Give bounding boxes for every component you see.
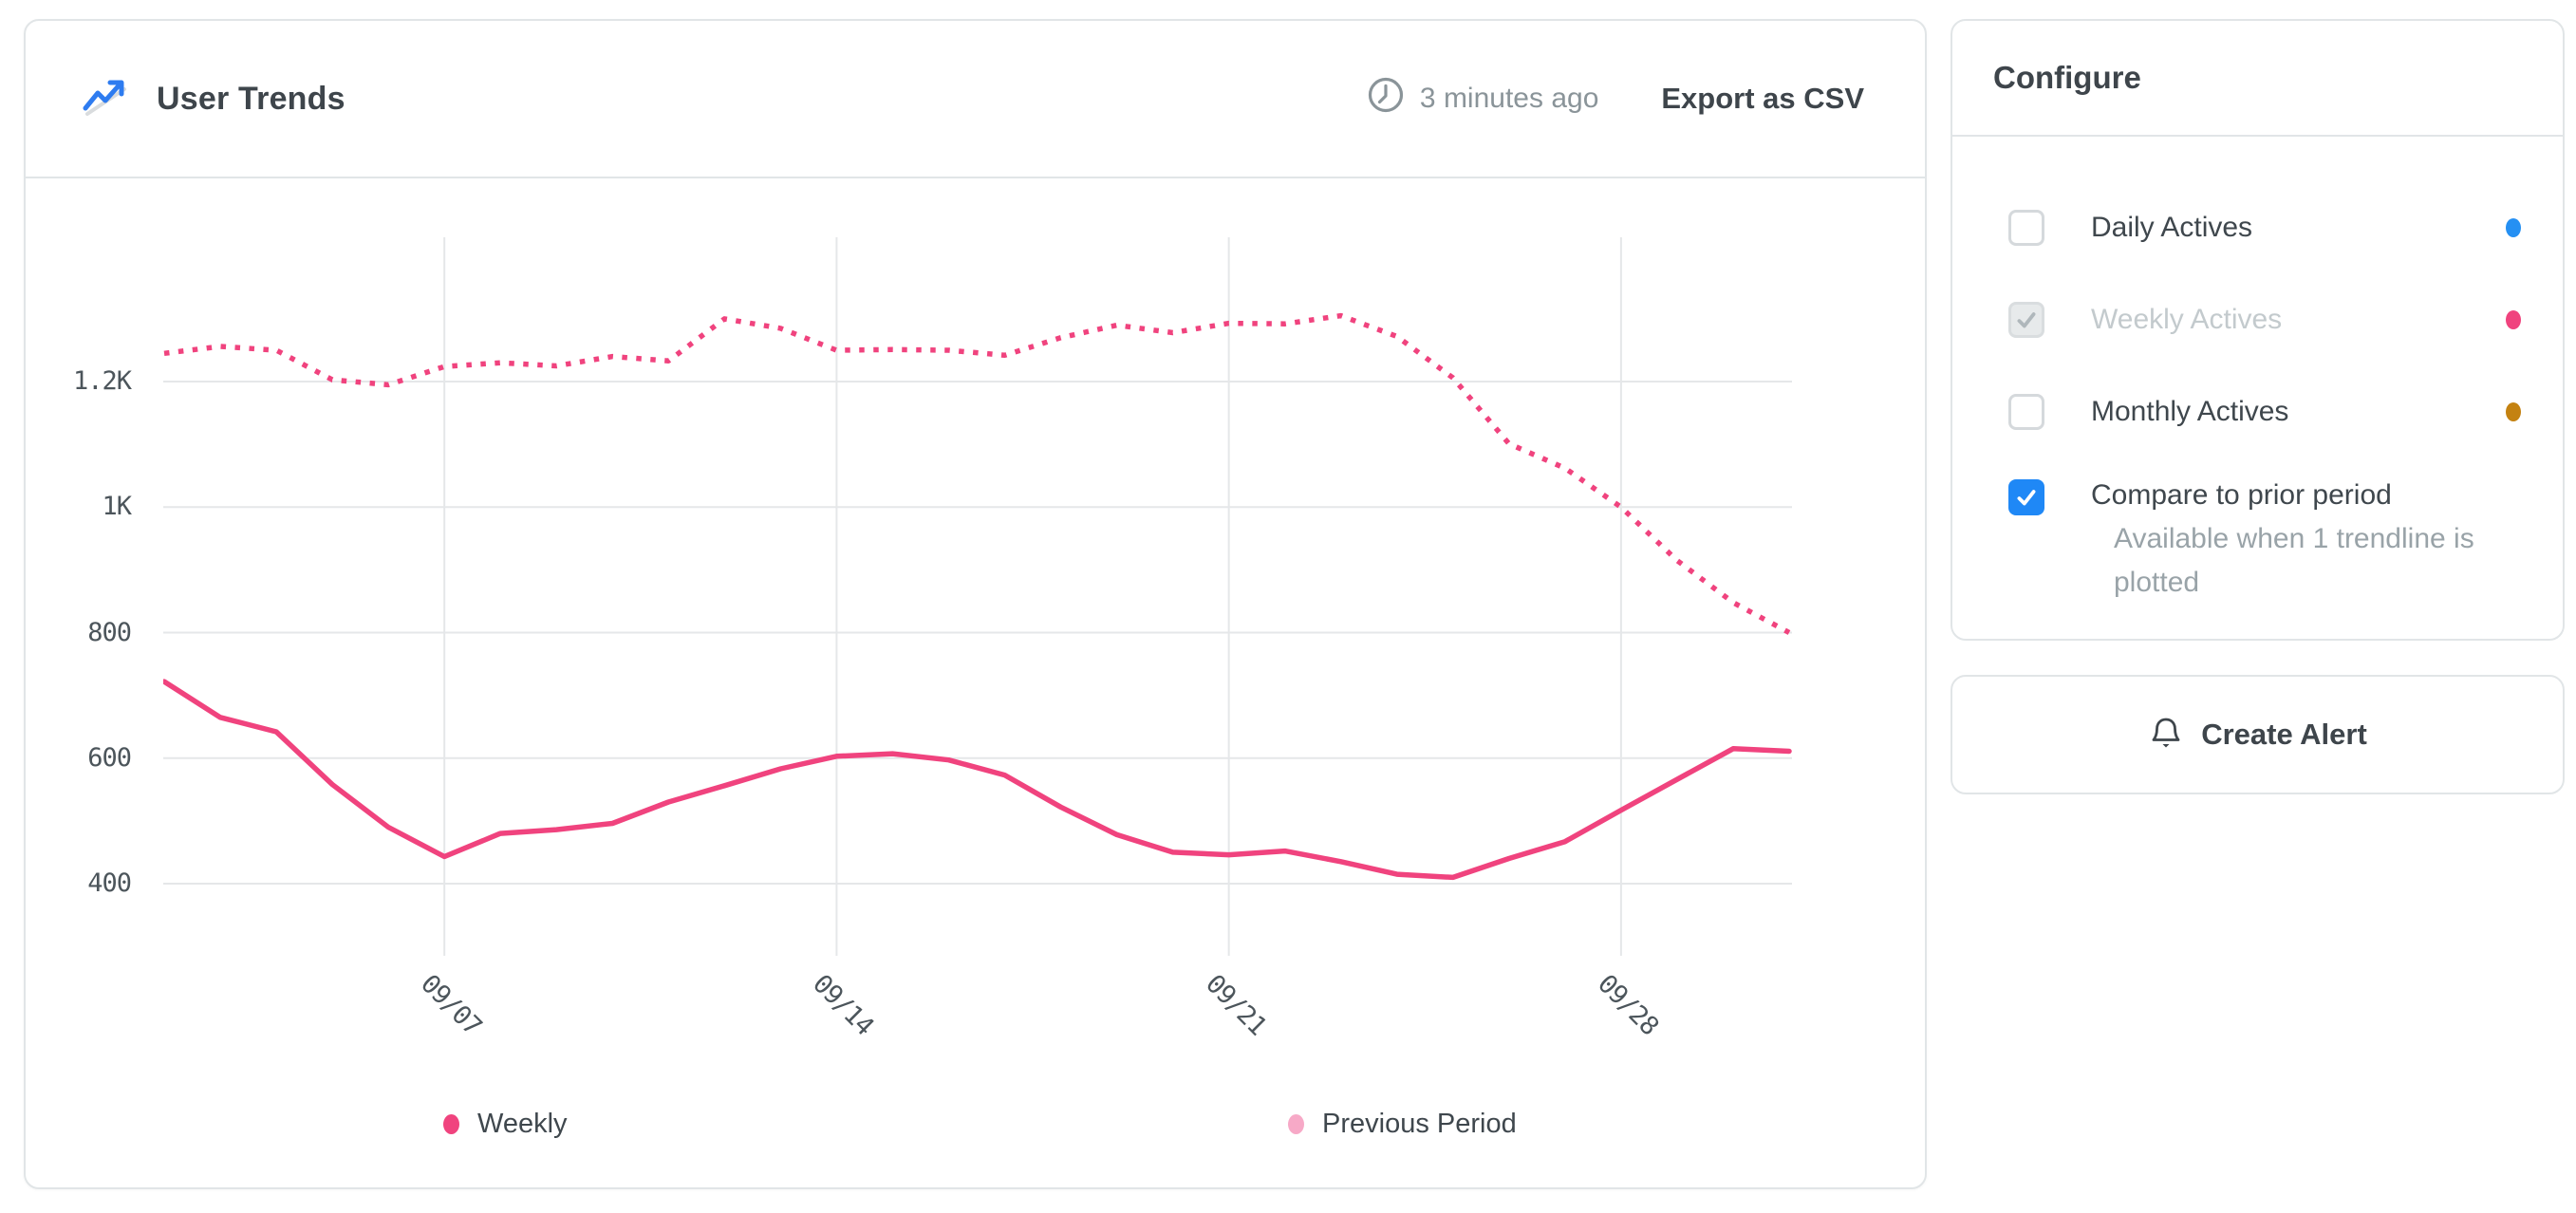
- legend-item-weekly[interactable]: Weekly: [443, 1105, 568, 1143]
- series-color-dot-blue: [2506, 218, 2521, 237]
- clock-icon: [1367, 76, 1405, 121]
- check-icon: [2017, 490, 2036, 506]
- compare-checkbox[interactable]: [2008, 479, 2044, 515]
- x-tick-label: 09/28: [1591, 969, 1664, 1041]
- card-header: User Trends 3 minutes ago Export as CSV: [26, 21, 1925, 178]
- configure-header: Configure: [1952, 21, 2563, 137]
- user-trends-card: User Trends 3 minutes ago Export as CSV …: [24, 19, 1927, 1189]
- weekly-actives-checkbox: [2008, 302, 2044, 338]
- y-tick-label: 600: [87, 742, 132, 773]
- y-tick-label: 800: [87, 617, 132, 647]
- daily-actives-checkbox[interactable]: [2008, 210, 2044, 246]
- toggle-label: Daily Actives: [2091, 212, 2253, 243]
- last-updated: 3 minutes ago: [1367, 76, 1598, 121]
- legend-dot-weekly: [443, 1113, 459, 1134]
- header-actions: 3 minutes ago Export as CSV: [1367, 76, 1864, 121]
- x-tick-label: 09/14: [807, 969, 880, 1041]
- page-title: User Trends: [157, 80, 345, 117]
- title-group: User Trends: [81, 73, 345, 125]
- trending-up-icon: [81, 73, 128, 125]
- x-tick-label: 09/21: [1199, 969, 1272, 1041]
- configure-title: Configure: [1993, 60, 2141, 95]
- y-tick-label: 1K: [102, 492, 132, 522]
- configure-panel: Configure Daily Actives Weekly Actives M…: [1951, 19, 2565, 641]
- legend-label: Weekly: [477, 1108, 568, 1139]
- series-color-dot-yellow: [2506, 402, 2521, 421]
- compare-label: Compare to prior period: [2091, 479, 2392, 511]
- y-tick-label: 1.2K: [72, 366, 132, 397]
- compare-hint-text: Available when 1 trendline is plotted: [2114, 523, 2474, 598]
- export-csv-button[interactable]: Export as CSV: [1661, 82, 1864, 115]
- toggle-label: Monthly Actives: [2091, 396, 2289, 427]
- monthly-actives-checkbox[interactable]: [2008, 394, 2044, 430]
- compare-to-prior-period-row[interactable]: Compare to prior period: [2008, 479, 2521, 515]
- create-alert-label: Create Alert: [2201, 718, 2367, 751]
- toggle-monthly-actives[interactable]: Monthly Actives: [2008, 393, 2521, 431]
- create-alert-button[interactable]: Create Alert: [1951, 675, 2565, 794]
- y-tick-label: 400: [87, 868, 132, 898]
- toggle-label: Weekly Actives: [2091, 304, 2283, 335]
- trend-chart: [163, 237, 1792, 956]
- legend-dot-previous-period: [1288, 1113, 1304, 1134]
- check-icon: [2017, 312, 2036, 328]
- legend-item-previous-period[interactable]: Previous Period: [1288, 1105, 1517, 1143]
- series-color-dot-pink: [2506, 310, 2521, 329]
- legend-label: Previous Period: [1322, 1108, 1517, 1139]
- last-updated-text: 3 minutes ago: [1419, 83, 1599, 114]
- bell-icon: [2148, 715, 2184, 756]
- toggle-daily-actives[interactable]: Daily Actives: [2008, 209, 2521, 247]
- x-tick-label: 09/07: [415, 969, 488, 1041]
- toggle-weekly-actives: Weekly Actives: [2008, 301, 2521, 339]
